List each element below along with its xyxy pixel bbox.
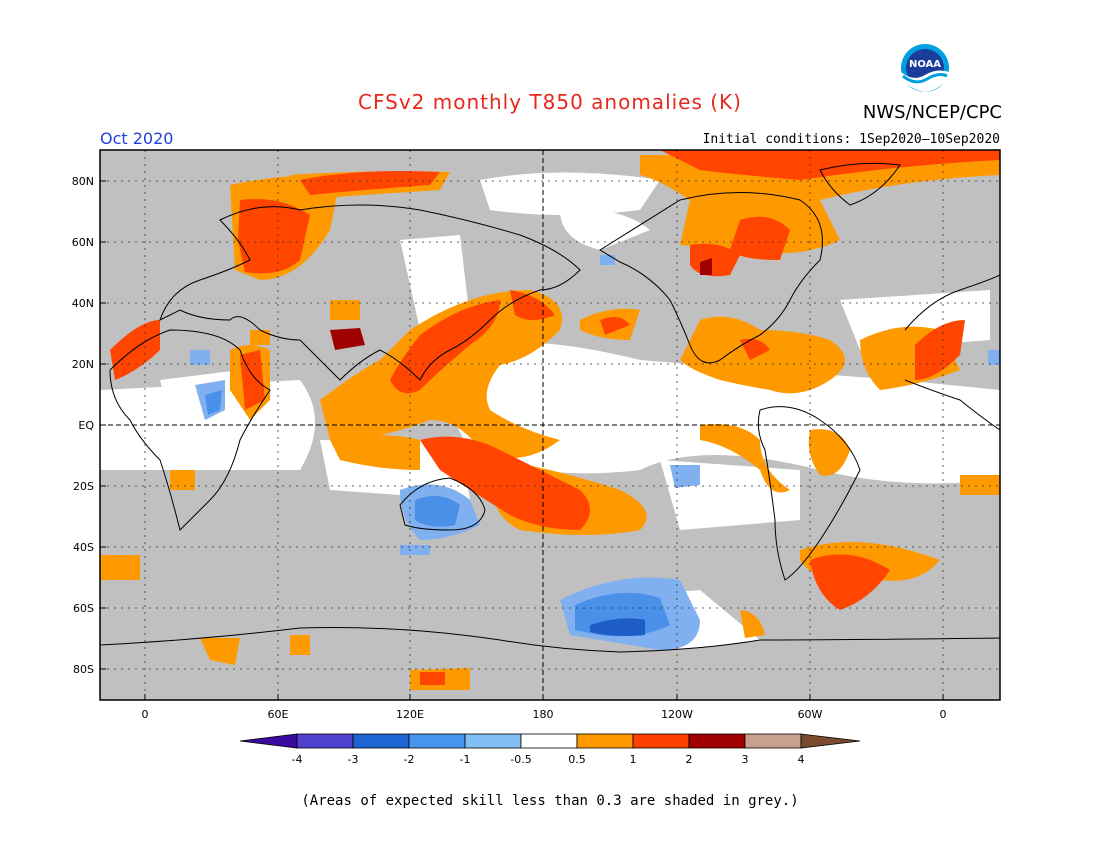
lat-label: 40S — [73, 541, 94, 554]
legend-label: 3 — [742, 753, 749, 766]
initial-conditions: Initial conditions: 1Sep2020–10Sep2020 — [702, 132, 1000, 147]
color-legend: -4 -3 -2 -1 -0.5 0.5 1 2 3 4 — [239, 733, 861, 766]
longitude-labels: 0 60E 120E 180 120W 60W 0 — [142, 708, 947, 721]
legend-label: -0.5 — [510, 753, 531, 766]
lat-label: 80N — [72, 175, 94, 188]
legend-arrow-low — [239, 733, 298, 749]
legend-swatch — [296, 733, 354, 749]
legend-arrow-high — [800, 733, 861, 749]
lat-label: 40N — [72, 297, 94, 310]
lat-label: EQ — [78, 419, 94, 432]
lat-label: 20N — [72, 358, 94, 371]
legend-label: -4 — [292, 753, 303, 766]
lon-label: 0 — [142, 708, 149, 721]
lat-label: 60S — [73, 602, 94, 615]
anomaly-map: 80N 60N 40N 20N EQ 20S 40S 60S 80S 0 60E… — [72, 149, 1001, 721]
noaa-logo: NOAA — [901, 44, 949, 92]
lon-label: 120W — [661, 708, 693, 721]
map-title: CFSv2 monthly T850 anomalies (K) — [358, 90, 742, 114]
lon-label: 60E — [268, 708, 289, 721]
legend-swatch — [632, 733, 690, 749]
agency-label: NWS/NCEP/CPC — [862, 102, 1002, 123]
graticule — [100, 150, 1000, 700]
lat-label: 20S — [73, 480, 94, 493]
noaa-logo-text: NOAA — [909, 59, 941, 70]
negative-anomaly-2-3 — [590, 618, 645, 636]
positive-anomaly-2-3 — [330, 258, 712, 350]
legend-label: -2 — [404, 753, 415, 766]
legend-swatch — [744, 733, 802, 749]
legend-swatch — [352, 733, 410, 749]
legend-label: 1 — [630, 753, 637, 766]
forecast-period: Oct 2020 — [100, 129, 174, 148]
legend-label: 0.5 — [568, 753, 586, 766]
equator-dateline — [100, 150, 1000, 700]
lon-label: 180 — [533, 708, 554, 721]
coastlines — [100, 162, 1000, 653]
legend-label: 2 — [686, 753, 693, 766]
latitude-labels: 80N 60N 40N 20N EQ 20S 40S 60S 80S — [72, 175, 95, 676]
lon-label: 0 — [940, 708, 947, 721]
legend-swatch — [688, 733, 746, 749]
lon-label: 60W — [798, 708, 823, 721]
legend-label: -1 — [460, 753, 471, 766]
legend-swatch — [520, 733, 578, 749]
legend-swatch — [576, 733, 634, 749]
lon-label: 120E — [396, 708, 424, 721]
lat-label: 60N — [72, 236, 94, 249]
skill-footnote: (Areas of expected skill less than 0.3 a… — [301, 793, 799, 809]
lat-label: 80S — [73, 663, 94, 676]
legend-label: -3 — [348, 753, 359, 766]
axis-ticks — [100, 180, 944, 700]
legend-swatch — [464, 733, 522, 749]
legend-swatch — [408, 733, 466, 749]
legend-label: 4 — [798, 753, 805, 766]
